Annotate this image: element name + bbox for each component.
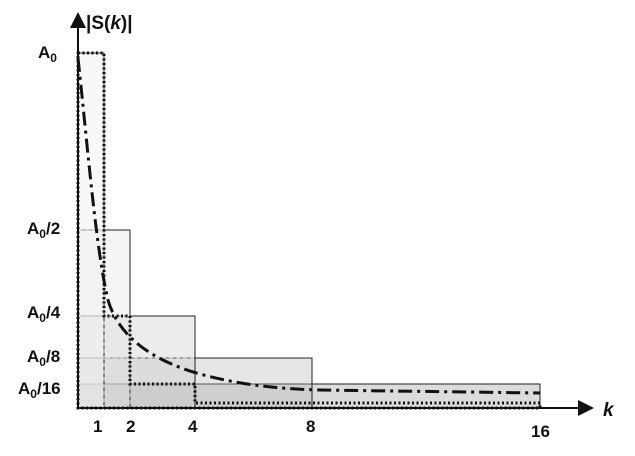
- y-label-a0-4: A0/4: [27, 303, 61, 325]
- decay-curve: [76, 57, 541, 395]
- x-tick-2: 2: [126, 417, 135, 436]
- x-axis-title: k: [603, 400, 615, 421]
- x-tick-4: 4: [188, 417, 198, 436]
- y-label-a0: A0: [38, 43, 57, 65]
- y-label-a0-2: A0/2: [27, 219, 60, 241]
- y-axis-title: |S(k)|: [86, 13, 133, 34]
- x-tick-1: 1: [93, 417, 102, 436]
- x-tick-8: 8: [306, 417, 315, 436]
- y-label-a0-16: A0/16: [18, 379, 61, 401]
- x-tick-16: 16: [531, 422, 550, 441]
- y-label-a0-8: A0/8: [27, 347, 60, 369]
